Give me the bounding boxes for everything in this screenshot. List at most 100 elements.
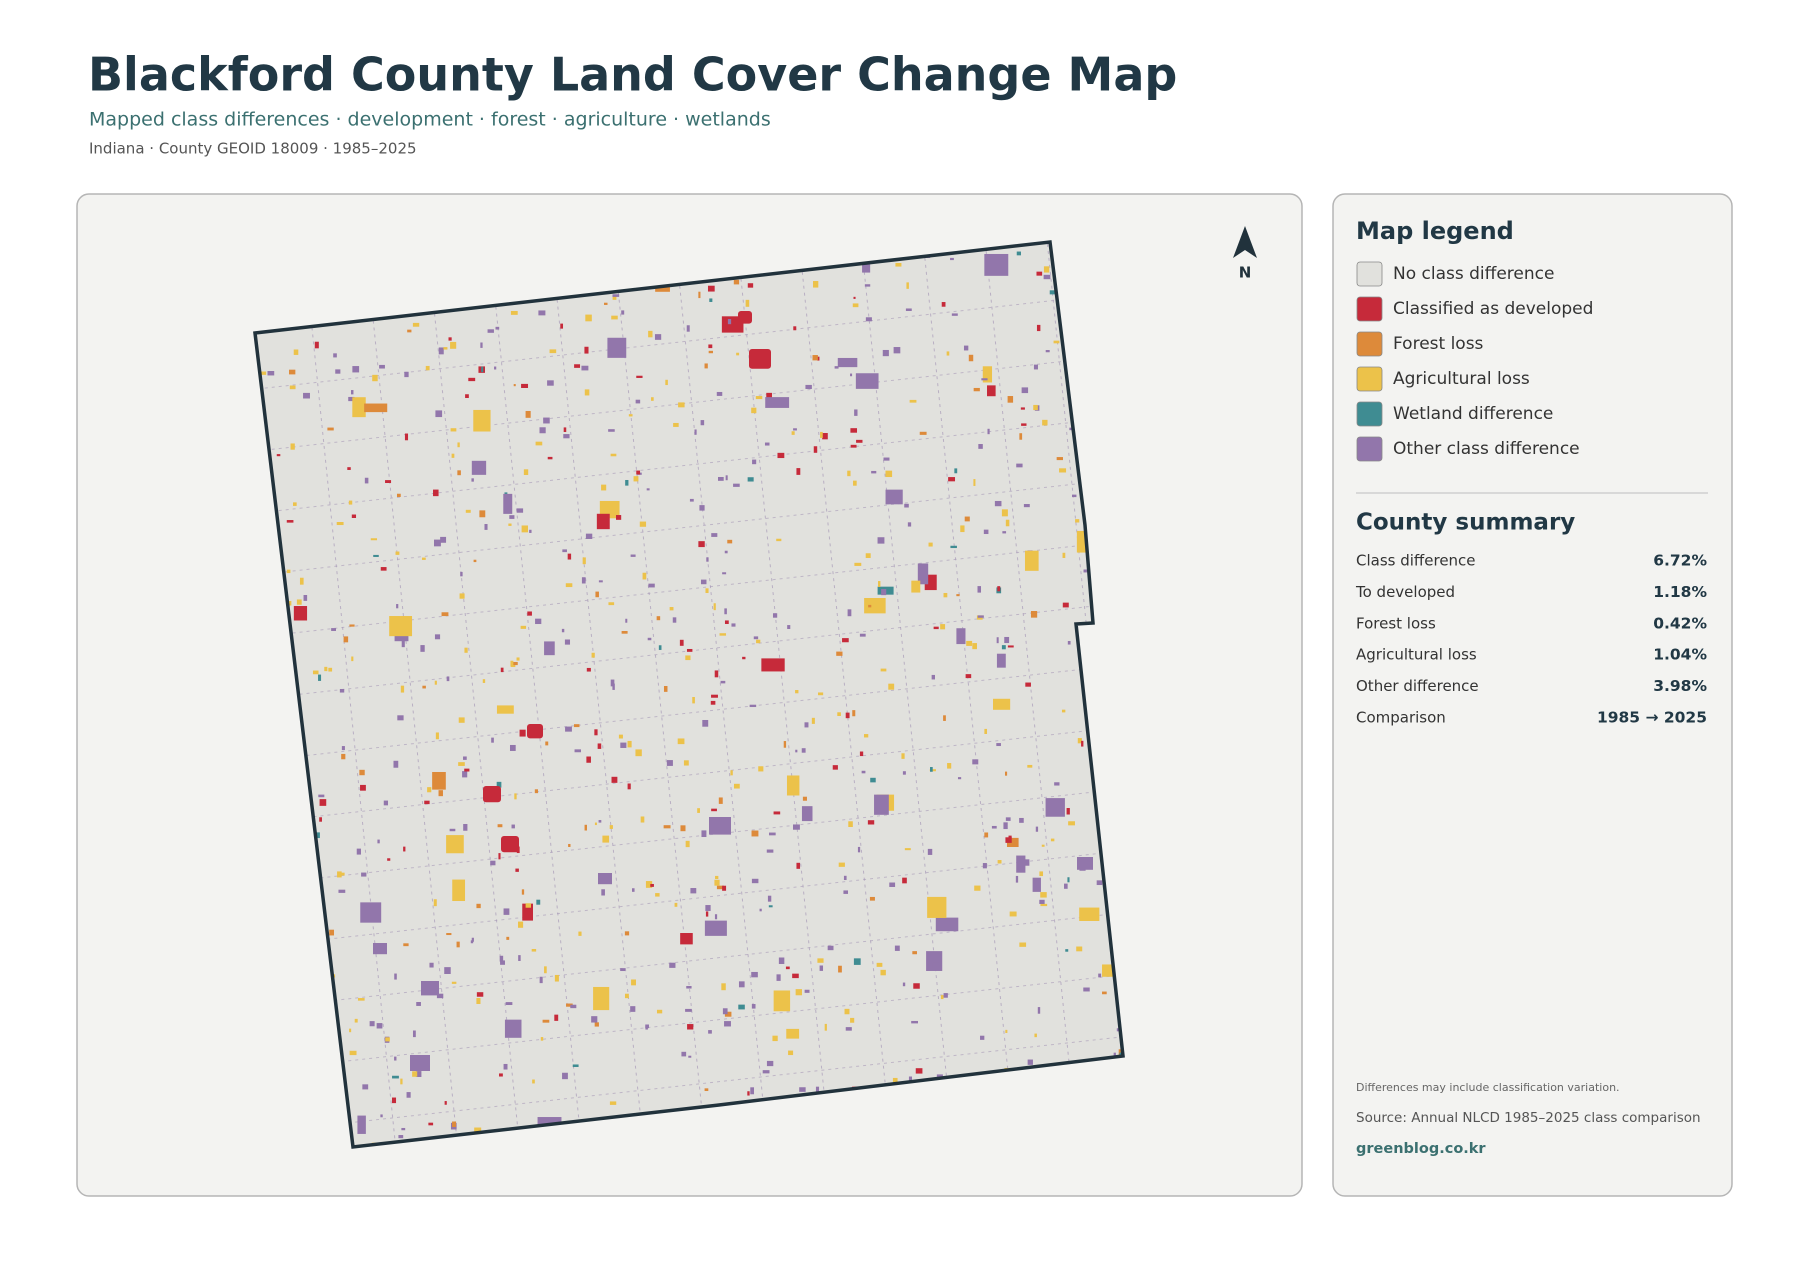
change-patch — [499, 955, 504, 962]
change-patch — [568, 843, 571, 847]
change-patch — [1035, 826, 1039, 832]
change-patch — [1067, 640, 1071, 645]
change-patch — [562, 1072, 568, 1080]
change-patch — [716, 391, 723, 396]
change-patch — [446, 676, 450, 682]
change-patch — [360, 784, 366, 791]
change-patch — [1061, 709, 1066, 713]
change-patch — [1076, 530, 1089, 553]
change-patch — [1083, 987, 1090, 992]
change-patch — [618, 734, 623, 739]
change-patch — [400, 685, 405, 693]
change-patch — [465, 509, 471, 513]
change-patch — [927, 848, 933, 855]
change-patch — [476, 992, 484, 997]
change-patch — [1037, 1007, 1041, 1014]
change-patch — [836, 651, 843, 656]
change-patch — [394, 973, 397, 980]
change-patch — [496, 781, 502, 788]
change-patch — [788, 1050, 794, 1056]
change-patch — [516, 508, 524, 513]
change-patch — [721, 983, 726, 991]
change-patch — [857, 846, 861, 853]
change-patch — [679, 639, 684, 646]
change-patch — [753, 636, 759, 640]
change-patch — [460, 571, 463, 577]
change-patch — [977, 615, 984, 618]
change-patch — [471, 937, 474, 942]
change-patch — [591, 1016, 598, 1023]
change-patch — [432, 771, 446, 790]
change-patch — [487, 329, 494, 333]
change-patch — [624, 931, 630, 936]
change-patch — [616, 515, 622, 520]
change-patch — [598, 820, 602, 823]
change-patch — [876, 962, 883, 967]
change-patch — [286, 520, 294, 523]
change-patch — [351, 514, 357, 518]
change-patch — [1007, 396, 1014, 403]
change-patch — [687, 1024, 694, 1030]
change-patch — [805, 384, 812, 389]
legend-label: Wetland difference — [1393, 404, 1553, 424]
change-patch — [847, 609, 852, 617]
change-patch — [435, 732, 439, 740]
change-patch — [570, 1004, 577, 1009]
change-patch — [1004, 771, 1008, 776]
change-patch — [542, 1019, 550, 1023]
change-patch — [815, 1086, 820, 1092]
change-patch — [996, 637, 999, 644]
change-patch — [452, 879, 466, 902]
change-patch — [848, 821, 853, 827]
change-patch — [369, 1021, 375, 1027]
road — [1045, 242, 1123, 1147]
change-patch — [377, 839, 380, 844]
change-patch — [564, 639, 571, 645]
legend-label: Forest loss — [1393, 334, 1484, 354]
road — [921, 242, 1018, 1147]
change-patch — [1032, 877, 1041, 892]
change-patch — [498, 853, 501, 860]
developed-area — [483, 786, 501, 803]
change-patch — [1050, 838, 1055, 842]
change-patch — [868, 604, 872, 608]
change-patch — [336, 522, 344, 526]
change-patch — [796, 862, 801, 869]
change-patch — [885, 470, 893, 478]
change-patch — [1053, 340, 1060, 344]
change-patch — [518, 955, 521, 961]
change-patch — [929, 769, 936, 772]
change-patch — [853, 480, 857, 486]
change-patch — [935, 917, 959, 932]
change-patch — [630, 554, 636, 557]
change-patch — [338, 889, 346, 893]
legend-label: Agricultural loss — [1393, 369, 1530, 389]
change-patch — [1016, 855, 1026, 873]
change-patch — [1005, 1029, 1008, 1033]
change-patch — [946, 351, 950, 356]
change-patch — [361, 872, 367, 877]
change-patch — [863, 734, 869, 738]
change-patch — [677, 738, 685, 745]
change-patch — [458, 762, 465, 766]
change-patch — [767, 895, 772, 902]
change-patch — [978, 444, 983, 449]
change-patch — [598, 580, 603, 583]
change-patch — [861, 770, 866, 774]
change-patch — [832, 765, 838, 770]
change-patch — [440, 536, 447, 543]
change-patch — [464, 768, 470, 772]
change-patch — [762, 1070, 770, 1074]
change-patch — [586, 667, 591, 672]
change-patch — [792, 973, 799, 979]
change-patch — [645, 1024, 649, 1029]
change-patch — [288, 600, 292, 606]
change-patch — [1016, 251, 1021, 256]
change-patch — [547, 380, 554, 386]
change-patch — [349, 1050, 357, 1056]
change-patch — [364, 477, 369, 484]
change-patch — [404, 433, 409, 441]
summary-value: 1.18% — [1653, 583, 1707, 601]
change-patch — [751, 1004, 756, 1009]
change-patch — [686, 325, 690, 332]
